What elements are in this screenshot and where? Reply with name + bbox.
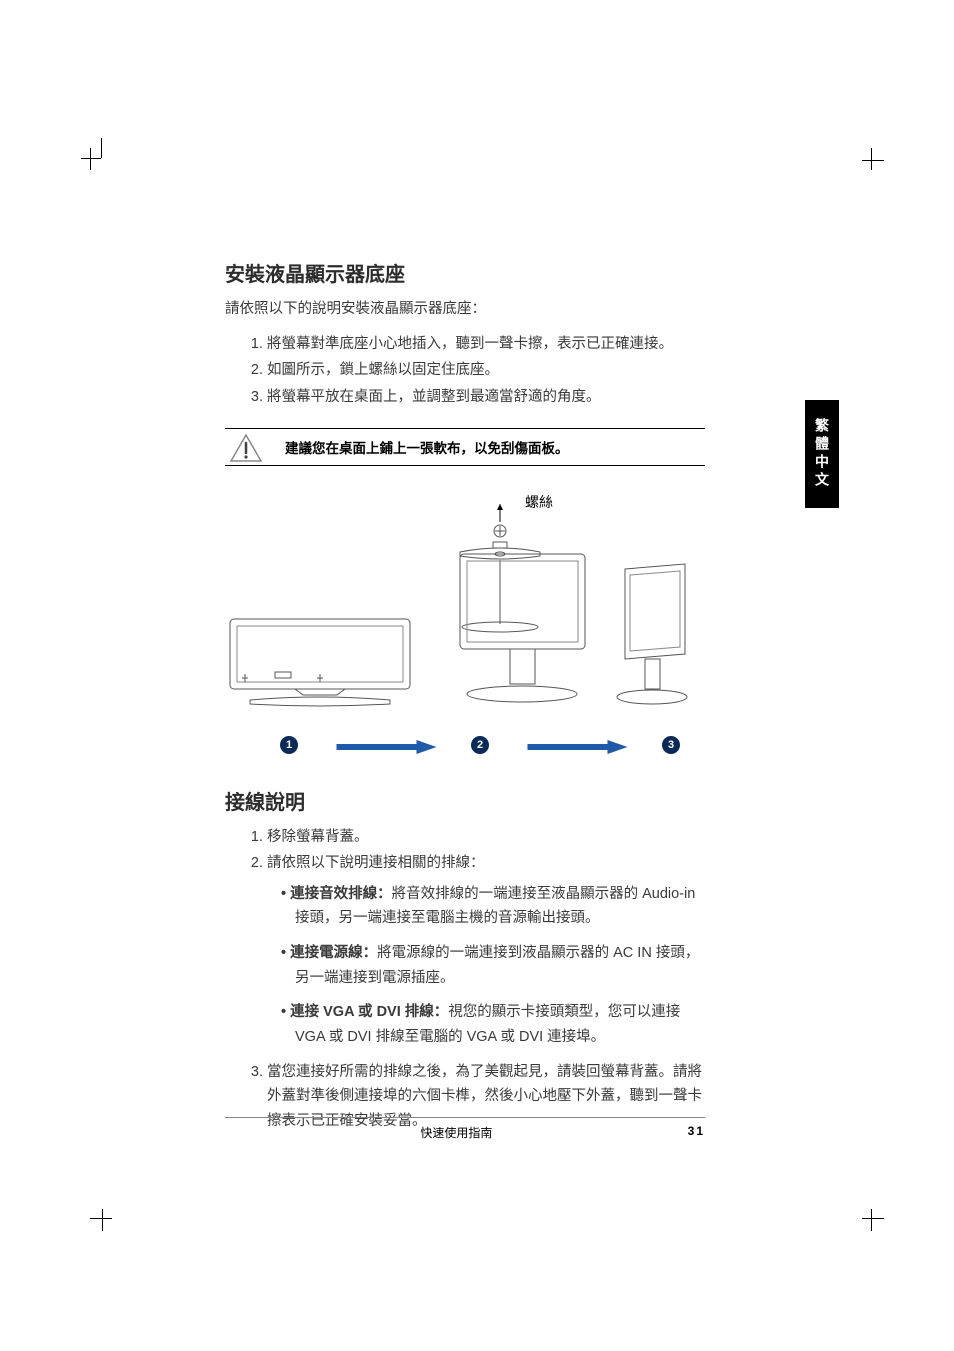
bullet-item: 連接電源線：將電源線的一端連接到液晶顯示器的 AC IN 接頭，另一端連接到電源…: [281, 941, 705, 990]
crop-mark-tr: [854, 148, 884, 178]
language-tab: 繁體中文: [805, 400, 839, 508]
bullet-bold: 連接 VGA 或 DVI 排線：: [290, 1004, 448, 1020]
crop-mark-br: [854, 1201, 884, 1231]
step-badge-3: 3: [662, 736, 680, 754]
step-item: 將螢幕平放在桌面上，並調整到最適當舒適的角度。: [267, 385, 705, 410]
note-box: 建議您在桌面上鋪上一張軟布，以免刮傷面板。: [225, 428, 705, 466]
monitor-upright-icon: [610, 559, 695, 709]
assembly-diagram: 螺絲: [225, 484, 695, 754]
step-item: 請依照以下說明連接相關的排線： 連接音效排線：將音效排線的一端連接至液晶顯示器的…: [267, 851, 705, 1049]
monitor-assembled-icon: [450, 544, 595, 709]
bullet-list: 連接音效排線：將音效排線的一端連接至液晶顯示器的 Audio-in 接頭，另一端…: [267, 882, 705, 1050]
bullet-bold: 連接音效排線：: [290, 886, 392, 902]
section2-title: 接線說明: [225, 786, 705, 815]
crop-mark-tl: [90, 148, 112, 170]
bullet-item: 連接 VGA 或 DVI 排線：視您的顯示卡接頭類型，您可以連接VGA 或 DV…: [281, 1000, 705, 1049]
warning-icon: [229, 433, 263, 463]
footer-title: 快速使用指南: [420, 1124, 492, 1141]
step-badges-row: 1 2 3: [280, 736, 680, 754]
step-badge-2: 2: [471, 736, 489, 754]
section1-steps: 將螢幕對準底座小心地插入，聽到一聲卡擦，表示已正確連接。 如圖所示，鎖上螺絲以固…: [225, 332, 705, 410]
page-number: 31: [688, 1124, 705, 1141]
step-item: 將螢幕對準底座小心地插入，聽到一聲卡擦，表示已正確連接。: [267, 332, 705, 357]
section2-steps: 移除螢幕背蓋。 請依照以下說明連接相關的排線： 連接音效排線：將音效排線的一端連…: [225, 825, 705, 1134]
step-item: 如圖所示，鎖上螺絲以固定住底座。: [267, 358, 705, 383]
bullet-item: 連接音效排線：將音效排線的一端連接至液晶顯示器的 Audio-in 接頭，另一端…: [281, 882, 705, 931]
page-content: 安裝液晶顯示器底座 請依照以下的說明安裝液晶顯示器底座： 將螢幕對準底座小心地插…: [225, 258, 705, 1136]
bullet-bold: 連接電源線：: [290, 945, 377, 961]
crop-mark-bl: [90, 1201, 120, 1231]
monitor-face-down-icon: [225, 614, 415, 709]
arrow-icon: [330, 740, 443, 750]
section1-intro: 請依照以下的說明安裝液晶顯示器底座：: [225, 297, 705, 322]
step-badge-1: 1: [280, 736, 298, 754]
page-footer: 快速使用指南 31: [225, 1117, 705, 1141]
arrow-icon: [521, 740, 634, 750]
step-item: 移除螢幕背蓋。: [267, 825, 705, 850]
step-text: 請依照以下說明連接相關的排線：: [267, 855, 485, 871]
section1-title: 安裝液晶顯示器底座: [225, 258, 705, 287]
note-text: 建議您在桌面上鋪上一張軟布，以免刮傷面板。: [285, 441, 569, 456]
